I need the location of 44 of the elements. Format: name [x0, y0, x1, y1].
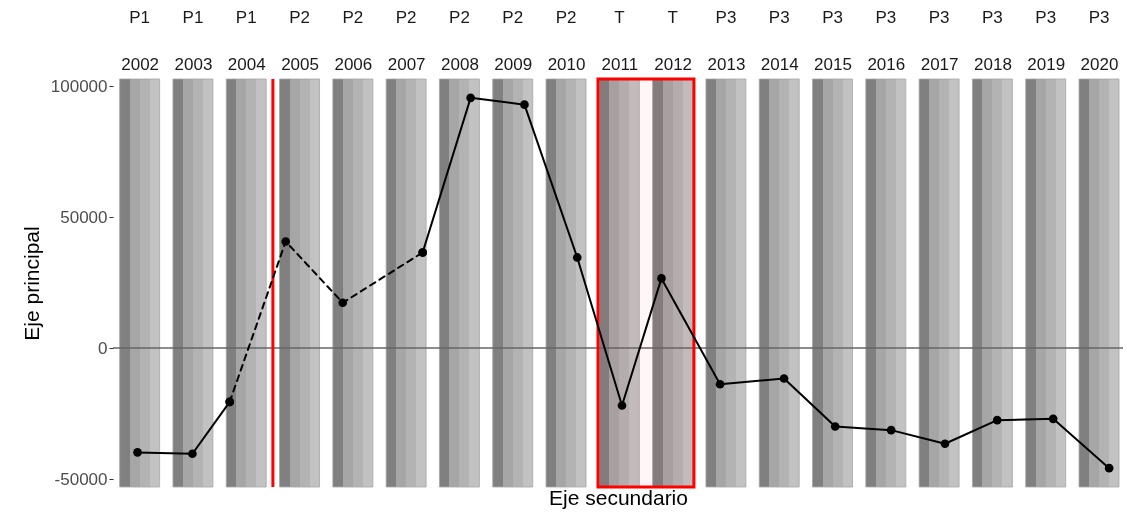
- x-tick-label: 2007: [387, 54, 426, 74]
- x-tick-label: 2013: [707, 54, 746, 74]
- x-tick-label: 2018: [974, 54, 1012, 74]
- x-tick-label: 2016: [867, 54, 906, 74]
- text: P3: [1035, 8, 1057, 27]
- x-tick-label: 2020: [1080, 54, 1119, 74]
- x-tick-label: 2003: [174, 54, 213, 74]
- text: P2: [342, 8, 364, 27]
- text: P3: [928, 8, 950, 27]
- x-tick-label: 2014: [760, 54, 799, 74]
- x-tick-label: 2015: [814, 54, 852, 74]
- text: P2: [555, 8, 577, 27]
- y-axis-title: Eje principal: [19, 226, 43, 341]
- y-tick-label: 0: [98, 338, 108, 358]
- text: P2: [449, 8, 470, 27]
- text: P2: [289, 8, 310, 27]
- x-tick-label: 2004: [227, 54, 266, 74]
- text: P1: [182, 8, 204, 27]
- x-tick-label: 2011: [601, 54, 639, 74]
- text: P3: [1088, 8, 1110, 27]
- x-tick-label: 2008: [441, 54, 479, 74]
- text: P1: [129, 8, 151, 27]
- y-tick-label: 50000: [60, 207, 108, 227]
- y-tick-label: -50000: [54, 469, 108, 489]
- x-tick-label: 2010: [547, 54, 586, 74]
- text: P2: [502, 8, 524, 27]
- text: T: [667, 8, 678, 27]
- x-tick-label: 2012: [654, 54, 693, 74]
- x-tick-label: 2006: [334, 54, 373, 74]
- x-tick-label: 2019: [1027, 54, 1066, 74]
- text: P1: [235, 8, 257, 27]
- text: P2: [395, 8, 417, 27]
- x-tick-label: 2009: [494, 54, 533, 74]
- y-tick-label: 100000: [50, 76, 108, 96]
- text: P3: [715, 8, 737, 27]
- x-tick-label: 2017: [920, 54, 959, 74]
- text: T: [614, 8, 625, 27]
- x-tick-label: 2005: [281, 54, 319, 74]
- text: P3: [982, 8, 1003, 27]
- x-axis-title: Eje secundario: [549, 485, 688, 509]
- text: P3: [822, 8, 843, 27]
- text: P3: [768, 8, 790, 27]
- x-tick-label: 2002: [121, 54, 160, 74]
- text: P3: [875, 8, 897, 27]
